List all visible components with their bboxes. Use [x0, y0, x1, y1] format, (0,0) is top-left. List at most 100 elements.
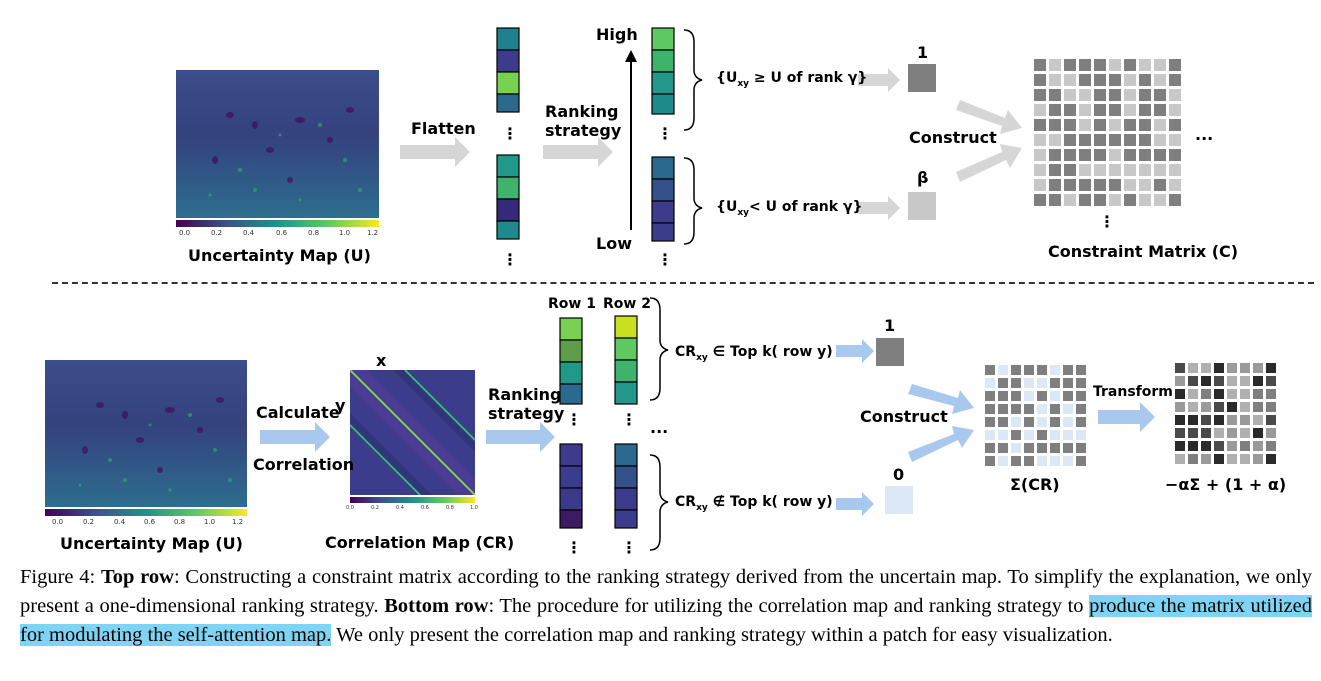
result-label: −αΣ + (1 + α) [1165, 475, 1287, 494]
matrix-cell [1094, 119, 1106, 131]
matrix-cell [1064, 59, 1076, 71]
matrix-cell [1079, 149, 1091, 161]
ranking-label-bottom-1: Ranking [488, 385, 562, 404]
cr-notin-b: ∉ Top k( row y) [707, 494, 833, 510]
transform-arrow [1098, 402, 1155, 432]
matrix-cell [1139, 134, 1151, 146]
constraint-matrix-label: Constraint Matrix (C) [1048, 242, 1239, 261]
matrix-cell [1154, 59, 1166, 71]
matrix-cell [1253, 454, 1263, 464]
caption-text-1: : Constructing a constraint matrix accor… [20, 566, 1312, 617]
matrix-cell [1079, 59, 1091, 71]
axis-x-label: x [376, 351, 387, 370]
matrix-cell [1227, 376, 1237, 386]
value-beta-label: β [917, 168, 929, 187]
matrix-cell [1024, 443, 1034, 453]
matrix-cell [1034, 104, 1046, 116]
calculate-label: Calculate [256, 403, 340, 422]
transform-label: Transform [1093, 384, 1173, 400]
matrix-cell [1201, 376, 1211, 386]
matrix-cell [1034, 179, 1046, 191]
matrix-cell [1175, 363, 1185, 373]
matrix-cell [1154, 134, 1166, 146]
matrix-cell [1240, 428, 1250, 438]
matrix-cell [1266, 428, 1276, 438]
matrix-cell [1024, 430, 1034, 440]
row1-column-upper [559, 317, 583, 405]
matrix-cell [1079, 164, 1091, 176]
ellipsis-col-bottom: ⋮ [502, 250, 518, 269]
matrix-cell [1139, 164, 1151, 176]
matrix-cell [1063, 430, 1073, 440]
matrix-cell [1050, 443, 1060, 453]
matrix-cell [985, 443, 995, 453]
matrix-cell [1063, 417, 1073, 427]
cr-notin-condition: CRxy ∉ Top k( row y) [675, 494, 833, 513]
matrix-cell [1011, 443, 1021, 453]
row1-label: Row 1 [548, 296, 596, 312]
matrix-cell [1240, 363, 1250, 373]
matrix-cell [998, 430, 1008, 440]
matrix-cell [1094, 74, 1106, 86]
value-zero-label: 0 [893, 465, 905, 484]
matrix-cell [1214, 441, 1224, 451]
matrix-cell [1154, 119, 1166, 131]
matrix-cell [1124, 104, 1136, 116]
matrix-cell [1227, 428, 1237, 438]
matrix-cell [1214, 402, 1224, 412]
matrix-cell [1076, 365, 1086, 375]
cb-tick: 1.0 [339, 229, 351, 237]
matrix-cell [1169, 74, 1181, 86]
matrix-cell [1169, 179, 1181, 191]
ranking-arrow-top [543, 137, 613, 167]
caption-figure-label: Figure 4: [20, 566, 101, 588]
matrix-cell [1253, 415, 1263, 425]
matrix-cell [1227, 415, 1237, 425]
upper-cond-b: ≥ U of rank γ} [749, 70, 868, 86]
flatten-label: Flatten [411, 119, 476, 138]
matrix-cell [1188, 415, 1198, 425]
matrix-cell [1175, 376, 1185, 386]
matrix-cell [1139, 104, 1151, 116]
matrix-cell [1064, 194, 1076, 206]
bottom-row-graphics [45, 297, 1276, 551]
ranking-arrow-bottom [486, 422, 555, 452]
matrix-cell [1049, 104, 1061, 116]
matrix-cell [1050, 417, 1060, 427]
matrix-cell [1024, 417, 1034, 427]
matrix-cell [1011, 456, 1021, 466]
matrix-cell [1049, 194, 1061, 206]
matrix-cell [1175, 389, 1185, 399]
matrix-cell [1188, 402, 1198, 412]
matrix-cell [1063, 404, 1073, 414]
construct-label-top: Construct [909, 128, 997, 147]
cr-in-condition: CRxy ∈ Top k( row y) [675, 344, 833, 363]
matrix-cell [985, 391, 995, 401]
matrix-cell [1094, 194, 1106, 206]
matrix-cell [1139, 59, 1151, 71]
lower-condition: {Uxy< U of rank γ} [716, 199, 862, 218]
value-square-beta [908, 192, 936, 220]
matrix-cell [1124, 89, 1136, 101]
corr-colorbar-ticks: 0.0 0.2 0.4 0.6 0.8 1.0 [346, 505, 481, 515]
bottom-uncertainty-map [45, 360, 247, 516]
matrix-cell [998, 365, 1008, 375]
matrix-cell [1154, 74, 1166, 86]
matrix-cell [1154, 149, 1166, 161]
matrix-cell [1094, 164, 1106, 176]
matrix-cell [1037, 378, 1047, 388]
brace-bottom-upper [649, 297, 669, 401]
matrix-cell [1109, 164, 1121, 176]
corr-tick: 0.8 [446, 505, 454, 511]
matrix-cell [998, 404, 1008, 414]
matrix-cell [1169, 104, 1181, 116]
matrix-cell [1188, 428, 1198, 438]
matrix-cell [1076, 378, 1086, 388]
cb-tick: 0.4 [243, 229, 255, 237]
matrix-cell [1214, 363, 1224, 373]
lower-cond-b: < U of rank γ} [749, 199, 863, 215]
cr-notin-sub: xy [696, 502, 708, 513]
matrix-ellipsis-right: ... [1195, 125, 1214, 144]
top-column-lower [496, 154, 520, 240]
matrix-cell [1154, 179, 1166, 191]
